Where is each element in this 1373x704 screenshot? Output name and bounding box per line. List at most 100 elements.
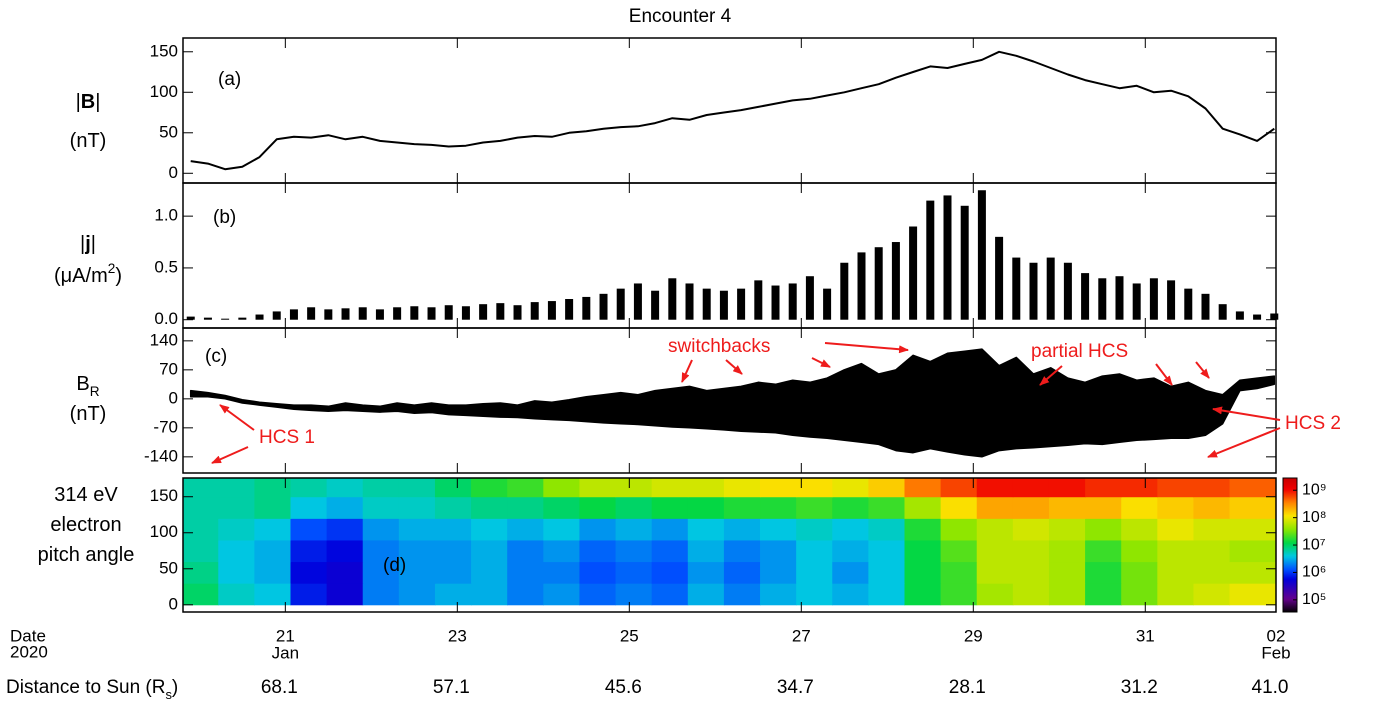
heat-cell (579, 539, 617, 563)
heat-cell (760, 539, 797, 563)
heat-cell (471, 518, 508, 541)
colorbar-swatch (1283, 560, 1297, 563)
heat-cell (796, 518, 833, 541)
heat-cell (723, 583, 761, 606)
heat-cell (254, 539, 291, 563)
heat-cell (1229, 496, 1276, 519)
y-axis-label-part: | (91, 233, 96, 255)
bar (496, 303, 505, 320)
colorbar-swatch (1283, 574, 1297, 577)
arrow (1195, 361, 1210, 379)
colorbar-swatch (1283, 526, 1297, 529)
heat-cell (687, 496, 725, 519)
heat-cell (543, 518, 580, 541)
bar (685, 283, 694, 320)
heat-cell (1012, 539, 1050, 563)
heat-cell (579, 518, 617, 541)
heat-cell (940, 478, 978, 498)
bar (1046, 257, 1055, 320)
heat-cell (651, 561, 689, 584)
heat-cell (290, 496, 328, 519)
heat-cell (362, 561, 400, 584)
heat-cell (290, 561, 328, 584)
heat-cell (1048, 583, 1086, 606)
heat-cell (1085, 518, 1122, 541)
bar (788, 283, 797, 320)
heat-cell (183, 561, 219, 584)
colorbar-swatch (1283, 536, 1297, 539)
y-tick-label: 1.0 (154, 206, 178, 225)
heat-cell (543, 496, 580, 519)
heat-cell (1085, 561, 1122, 584)
heat-cell (760, 478, 797, 498)
heat-cell (290, 583, 328, 606)
heat-cell (254, 561, 291, 584)
heat-cell (1157, 496, 1194, 519)
heat-cell (579, 561, 617, 584)
heat-cell (326, 561, 364, 584)
distance-label-part: s (165, 687, 171, 702)
heat-cell (507, 583, 544, 606)
colorbar-swatch (1283, 524, 1297, 527)
colorbar-swatch (1283, 486, 1297, 489)
x-tick-label: 23 (448, 626, 467, 645)
colorbar-swatch (1283, 586, 1297, 589)
bar (565, 299, 574, 320)
heat-cell (832, 583, 869, 606)
heat-cell (1012, 561, 1050, 584)
colorbar-swatch (1283, 496, 1297, 499)
bar (1270, 313, 1279, 320)
y-axis-label: (nT) (70, 130, 107, 152)
heat-cell (1157, 478, 1194, 498)
y-axis-label-part: B (81, 91, 95, 113)
colorbar-swatch (1283, 478, 1297, 481)
bar (582, 296, 591, 320)
annotation: switchbacks (668, 336, 770, 357)
colorbar-swatch (1283, 600, 1297, 603)
bar (324, 309, 333, 320)
y-tick-label: -70 (153, 417, 178, 436)
heat-cell (615, 583, 653, 606)
y-axis-label: electron (50, 514, 121, 536)
heat-cell (398, 539, 436, 563)
y-axis-label-part: 2 (108, 261, 116, 276)
distance-label-part: Distance to Sun (R (6, 677, 165, 698)
bar (1098, 278, 1107, 320)
heat-cell (507, 561, 544, 584)
heat-cell (543, 539, 580, 563)
bar (513, 305, 522, 320)
colorbar-swatch (1283, 568, 1297, 571)
heat-cell (326, 478, 364, 498)
heat-cell (760, 518, 797, 541)
heat-cell (976, 518, 1014, 541)
heat-cell (1193, 539, 1231, 563)
panel-label: (b) (213, 207, 236, 228)
x-tick-label: 02 (1267, 626, 1286, 645)
y-axis-label: BR (76, 373, 99, 399)
heat-cell (471, 478, 508, 498)
colorbar-swatch (1283, 508, 1297, 511)
heat-cell (832, 518, 869, 541)
bar (823, 288, 832, 320)
y-tick-label: 140 (150, 330, 178, 349)
heat-cell (796, 583, 833, 606)
bar (444, 305, 453, 320)
heat-cell (362, 583, 400, 606)
heat-cell (651, 478, 689, 498)
heat-cell (940, 561, 978, 584)
colorbar-swatch (1283, 548, 1297, 551)
y-axis-label-part: R (90, 384, 100, 399)
colorbar-swatch (1283, 564, 1297, 567)
colorbar-swatch (1283, 598, 1297, 601)
heat-cell (471, 539, 508, 563)
y-axis-label: |B| (76, 91, 101, 113)
distance-value: 34.7 (777, 677, 814, 698)
y-axis-label-part: j (84, 233, 91, 255)
heat-cell (1121, 518, 1158, 541)
colorbar-swatch (1283, 582, 1297, 585)
heat-cell (832, 539, 869, 563)
heat-cell (218, 478, 255, 498)
colorbar-swatch (1283, 606, 1297, 609)
panel-frame (182, 327, 1277, 474)
heat-cell (796, 539, 833, 563)
